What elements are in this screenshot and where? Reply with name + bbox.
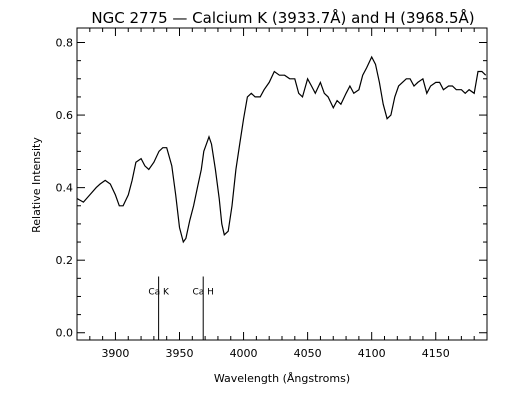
marker-label: Ca K	[148, 288, 170, 298]
x-tick-label: 4100	[358, 347, 386, 360]
y-tick-label: 0.8	[56, 37, 74, 50]
spectrum-line	[76, 55, 487, 244]
axis-tick-labels: 3900 3950 4000 4050 4100 4150 0.0 0.2 0.4 0.6 0.8	[56, 37, 450, 360]
y-tick-label: 0.6	[56, 109, 74, 122]
y-tick-label: 0.4	[56, 182, 74, 195]
y-tick-label: 0.2	[56, 254, 74, 267]
chart-title: NGC 2775 — Calcium K (3933.7Å) and H (39…	[91, 8, 474, 27]
axis-ticks	[77, 28, 487, 340]
x-tick-label: 4050	[294, 347, 322, 360]
x-axis-label: Wavelength (Ångstroms)	[214, 372, 350, 385]
y-axis-label: Relative Intensity	[30, 137, 43, 233]
x-tick-label: 4000	[230, 347, 258, 360]
x-tick-label: 3950	[166, 347, 194, 360]
line-markers: Ca K Ca H	[148, 276, 214, 340]
marker-label: Ca H	[192, 288, 213, 298]
x-tick-label: 3900	[101, 347, 129, 360]
y-tick-label: 0.0	[56, 327, 74, 340]
x-tick-label: 4150	[422, 347, 450, 360]
